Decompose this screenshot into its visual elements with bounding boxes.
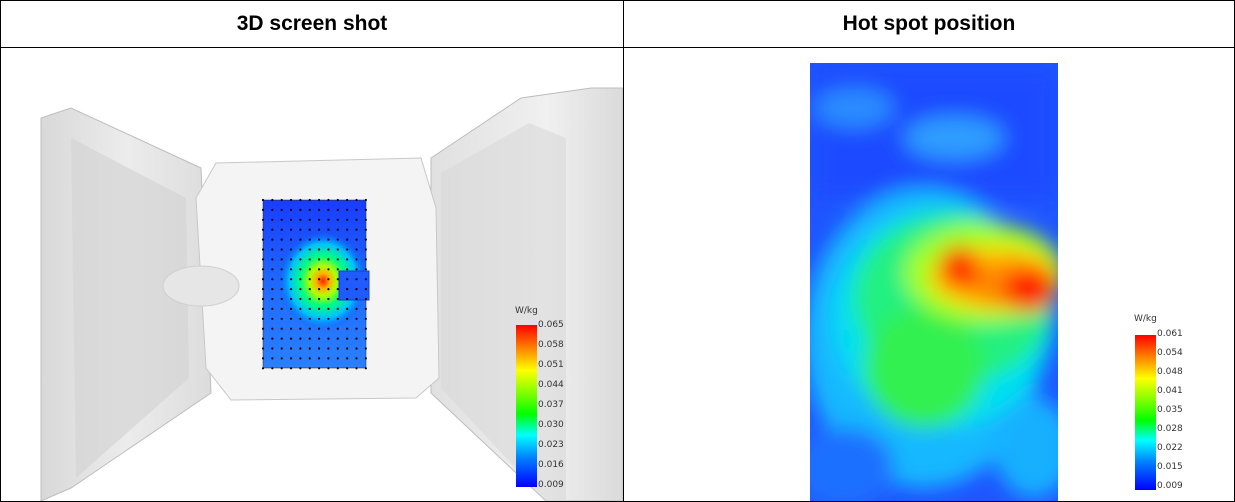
left-legend-tick: 0.023 bbox=[538, 440, 564, 450]
header-divider bbox=[0, 47, 1235, 48]
right-legend-bar bbox=[1135, 335, 1156, 490]
right-legend-tick: 0.035 bbox=[1157, 405, 1183, 415]
right-legend-tick: 0.054 bbox=[1157, 348, 1183, 358]
left-color-legend: W/kg 0.065 0.058 0.051 0.044 0.037 0.030… bbox=[515, 304, 615, 501]
right-legend-tick: 0.048 bbox=[1157, 367, 1183, 377]
left-legend-tick: 0.058 bbox=[538, 340, 564, 350]
right-color-legend: W/kg 0.061 0.054 0.048 0.041 0.035 0.028… bbox=[1134, 312, 1234, 501]
left-legend-bar bbox=[516, 325, 537, 487]
left-legend-tick: 0.030 bbox=[538, 420, 564, 430]
left-legend-tick: 0.051 bbox=[538, 360, 564, 370]
hot-spot-cell: W/kg 0.061 0.054 0.048 0.041 0.035 0.028… bbox=[624, 48, 1234, 501]
left-legend-unit: W/kg bbox=[515, 306, 538, 316]
3d-screenshot-cell: (function(){ var svgns="http://www.w3.or… bbox=[1, 48, 623, 501]
left-legend-tick: 0.009 bbox=[538, 480, 564, 490]
left-legend-tick: 0.044 bbox=[538, 380, 564, 390]
column-divider bbox=[623, 0, 624, 502]
right-legend-tick: 0.022 bbox=[1157, 443, 1183, 453]
left-legend-tick: 0.065 bbox=[538, 320, 564, 330]
right-legend-tick: 0.041 bbox=[1157, 386, 1183, 396]
right-legend-tick: 0.061 bbox=[1157, 329, 1183, 339]
left-legend-tick: 0.037 bbox=[538, 400, 564, 410]
right-legend-unit: W/kg bbox=[1134, 314, 1157, 324]
header-3d-screenshot: 3D screen shot bbox=[236, 12, 388, 35]
table-border-top bbox=[0, 0, 1235, 1]
right-legend-tick: 0.009 bbox=[1157, 481, 1183, 491]
measurement-grid: (function(){ var svgns="http://www.w3.or… bbox=[261, 198, 367, 370]
right-legend-tick: 0.028 bbox=[1157, 424, 1183, 434]
header-hot-spot-position: Hot spot position bbox=[842, 12, 1016, 35]
3d-phantom-render: (function(){ var svgns="http://www.w3.or… bbox=[40, 87, 623, 501]
table-border-left bbox=[0, 0, 1, 502]
left-legend-tick: 0.016 bbox=[538, 460, 564, 470]
hot-spot-map bbox=[810, 63, 1156, 501]
right-legend-tick: 0.015 bbox=[1157, 462, 1183, 472]
